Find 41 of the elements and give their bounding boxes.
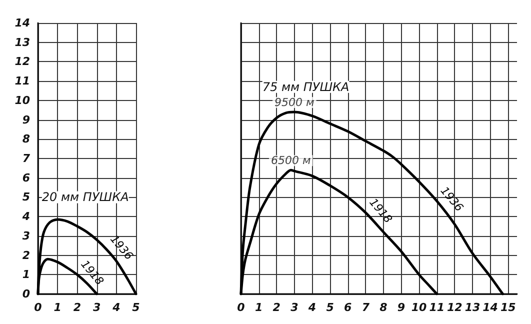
x-tick-label: 3: [92, 301, 101, 314]
x-tick-label: 12: [447, 301, 463, 314]
y-tick-label: 8: [22, 132, 30, 146]
x-tick-label: 8: [380, 301, 388, 314]
y-tick-label: 7: [22, 152, 30, 165]
y-tick-label: 14: [14, 16, 30, 30]
x-tick-label: 11: [429, 301, 445, 314]
y-tick-label: 11: [14, 74, 30, 88]
y-tick-label: 12: [14, 55, 30, 68]
y-tick-label: 6: [22, 171, 30, 184]
annotation: 6500 м: [270, 154, 311, 168]
annotation: 9500 м: [274, 96, 314, 110]
y-tick-label: 9: [22, 113, 30, 126]
x-tick-label: 5: [132, 301, 140, 314]
y-tick-label: 2: [22, 248, 30, 262]
x-tick-label: 4: [307, 301, 316, 314]
text: 20 мм ПУШКА: [42, 190, 129, 204]
y-tick-label: 13: [14, 36, 30, 49]
y-tick-label: 5: [22, 190, 30, 204]
x-tick-label: 0: [34, 301, 42, 314]
x-tick-label: 4: [112, 301, 120, 314]
x-tick-label: 13: [464, 301, 480, 314]
x-tick-label: 5: [326, 301, 334, 314]
x-tick-label: 10: [411, 301, 428, 314]
x-tick-label: 2: [73, 301, 82, 314]
x-tick-label: 14: [482, 301, 498, 314]
y-tick-label: 3: [22, 229, 30, 242]
x-tick-label: 15: [500, 301, 516, 314]
y-tick-label: 10: [14, 94, 30, 107]
x-tick-label: 9: [397, 301, 406, 314]
x-tick-label: 3: [290, 301, 299, 314]
x-tick-label: 6: [344, 301, 352, 314]
y-tick-label: 4: [21, 210, 30, 224]
x-tick-label: 1: [54, 301, 62, 314]
x-tick-label: 0: [237, 301, 246, 314]
x-tick-label: 7: [362, 301, 370, 314]
y-tick-label: 0: [22, 288, 30, 300]
y-tick-label: 1: [22, 268, 30, 282]
annotation: 75 мм ПУШКА: [262, 80, 350, 94]
x-tick-label: 2: [272, 301, 281, 314]
x-tick-label: 1: [254, 301, 263, 314]
